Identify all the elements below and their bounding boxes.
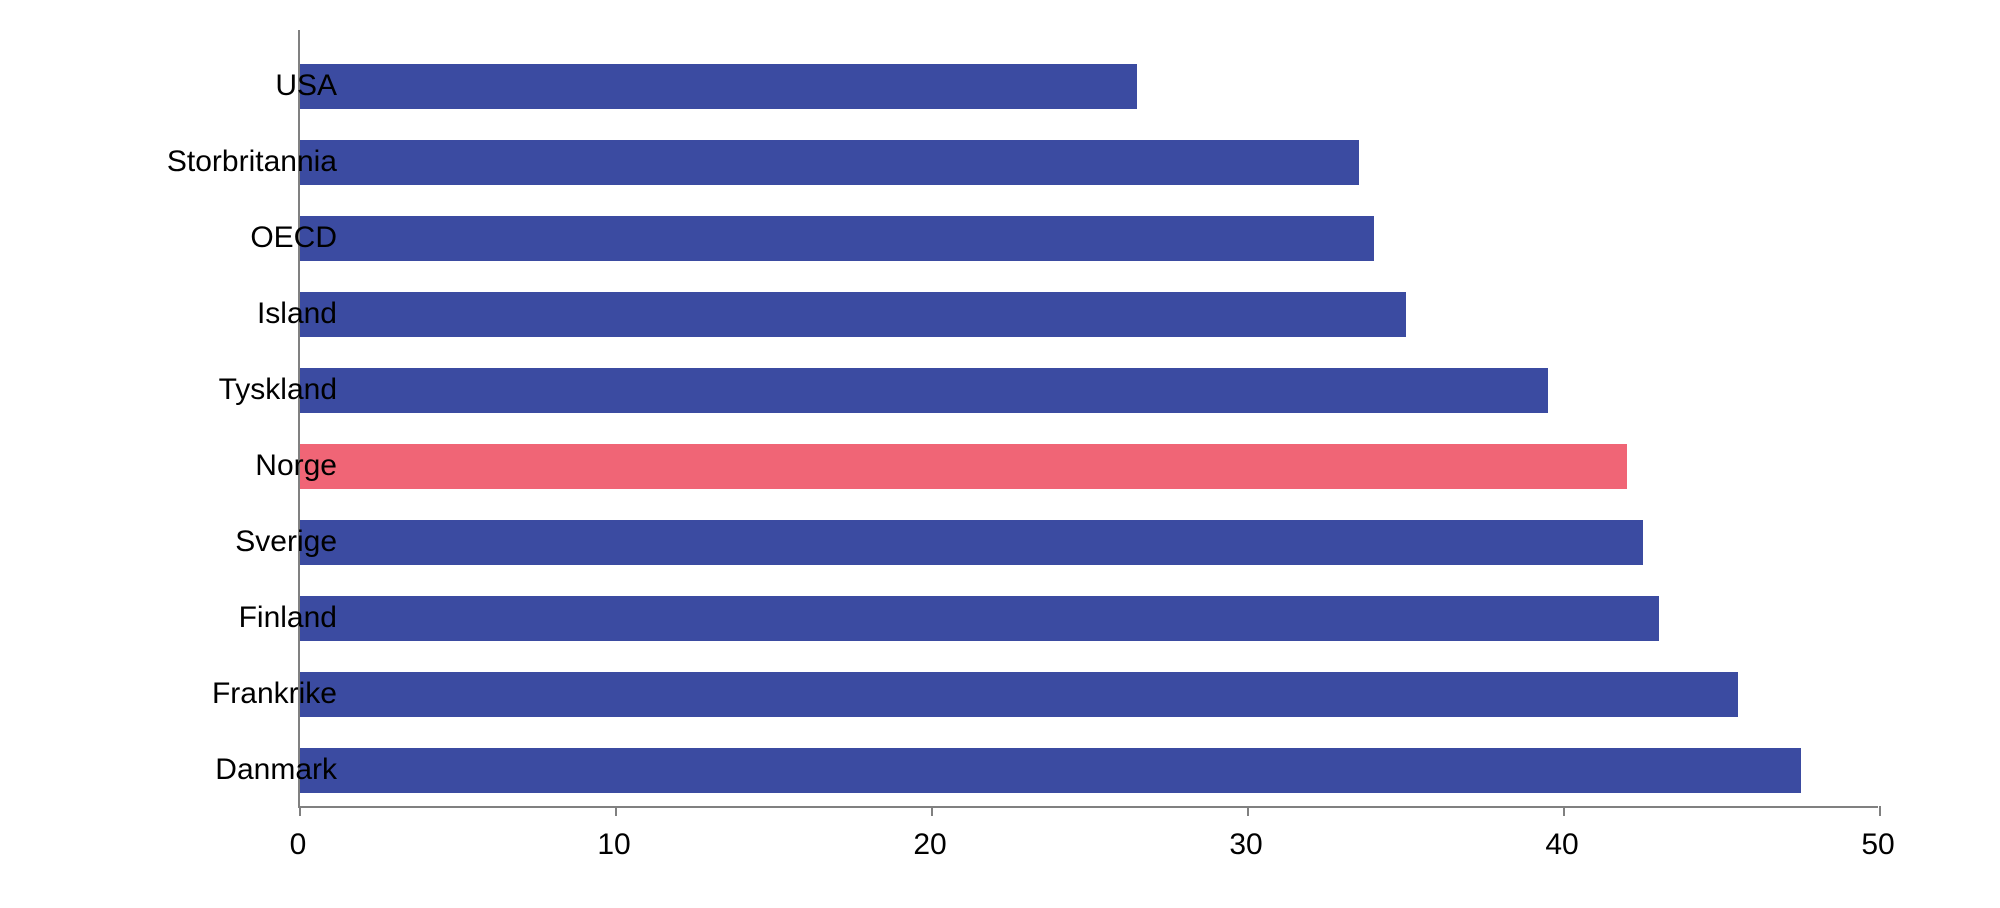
bar-chart: USA Storbritannia OECD Island Tyskland Norge S… xyxy=(58,30,1942,878)
y-axis-label: Storbritannia xyxy=(167,147,337,177)
x-tick xyxy=(615,806,617,816)
x-axis-label: 50 xyxy=(1861,828,1894,862)
y-axis-label: Frankrike xyxy=(212,679,337,709)
y-axis-label: Danmark xyxy=(215,755,337,785)
x-tick xyxy=(931,806,933,816)
y-axis-label: Finland xyxy=(239,603,337,633)
y-axis-label: Norge xyxy=(255,451,337,481)
bar xyxy=(300,444,1627,489)
x-tick xyxy=(1563,806,1565,816)
y-axis-label: Tyskland xyxy=(219,375,337,405)
x-axis-label: 0 xyxy=(290,828,307,862)
x-axis-label: 20 xyxy=(913,828,946,862)
y-axis-label: USA xyxy=(275,71,337,101)
x-tick xyxy=(1879,806,1881,816)
x-tick xyxy=(299,806,301,816)
x-tick xyxy=(1247,806,1249,816)
y-axis-label: OECD xyxy=(250,223,337,253)
bar xyxy=(300,64,1137,109)
bar xyxy=(300,520,1643,565)
bar xyxy=(300,140,1359,185)
y-axis-label: Island xyxy=(257,299,337,329)
x-axis-label: 10 xyxy=(597,828,630,862)
x-axis-label: 40 xyxy=(1545,828,1578,862)
bar xyxy=(300,596,1659,641)
plot-area xyxy=(298,30,1878,808)
bar xyxy=(300,672,1738,717)
bar xyxy=(300,748,1801,793)
bar xyxy=(300,368,1548,413)
bar xyxy=(300,216,1374,261)
y-axis-label: Sverige xyxy=(235,527,337,557)
bar xyxy=(300,292,1406,337)
x-axis-label: 30 xyxy=(1229,828,1262,862)
